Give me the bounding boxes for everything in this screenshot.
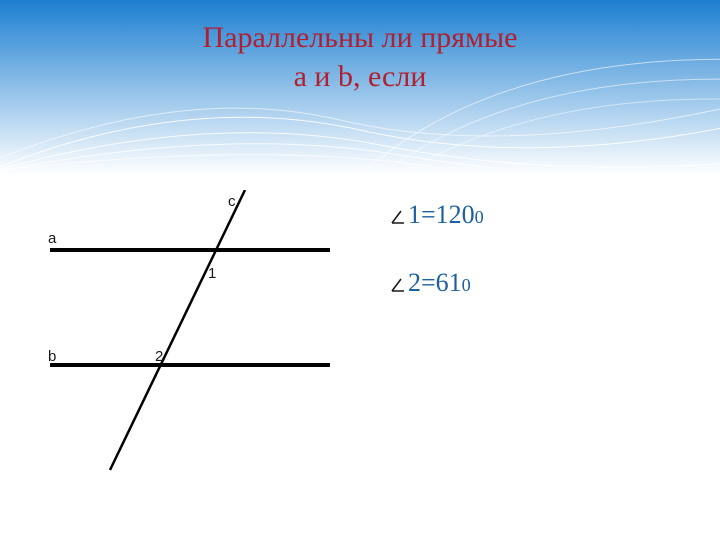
condition-2-degree: 0 [462,275,471,296]
angle-icon [390,277,406,293]
label-c: c [228,193,236,210]
label-b: b [48,348,56,365]
line-c [110,190,245,470]
angle-conditions: 1=1200 2=610 [390,200,690,336]
condition-2-text: 2=61 [408,268,462,298]
geometry-diagram: a b c 1 2 [30,190,370,510]
condition-1-text: 1=120 [408,200,475,230]
label-a: a [48,230,56,247]
title-line-2: а и b, если [0,57,720,96]
diagram-svg [30,190,370,510]
label-angle-1: 1 [208,265,216,282]
title-line-1: Параллельны ли прямые [0,18,720,57]
page-title: Параллельны ли прямые а и b, если [0,18,720,96]
condition-2: 2=610 [390,268,690,298]
angle-icon [390,209,406,225]
condition-1-degree: 0 [475,207,484,228]
condition-1: 1=1200 [390,200,690,230]
label-angle-2: 2 [155,348,163,365]
